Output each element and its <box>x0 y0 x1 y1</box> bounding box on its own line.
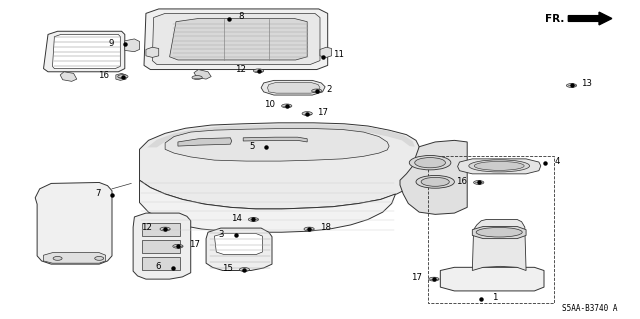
Bar <box>142 240 180 253</box>
Text: 16: 16 <box>456 177 467 186</box>
Polygon shape <box>472 219 526 271</box>
Polygon shape <box>214 234 262 255</box>
Ellipse shape <box>53 256 62 260</box>
Text: S5AA-B3740 A: S5AA-B3740 A <box>562 304 618 313</box>
Text: 18: 18 <box>320 223 331 232</box>
Polygon shape <box>194 70 211 79</box>
Ellipse shape <box>192 76 202 79</box>
Text: 9: 9 <box>109 39 114 48</box>
Text: FR.: FR. <box>545 13 564 24</box>
Ellipse shape <box>469 160 530 172</box>
Text: 17: 17 <box>412 273 422 282</box>
Ellipse shape <box>282 104 292 108</box>
Text: 8: 8 <box>238 12 244 21</box>
Ellipse shape <box>415 158 445 168</box>
Polygon shape <box>400 140 467 214</box>
Polygon shape <box>243 137 307 142</box>
Polygon shape <box>147 124 415 147</box>
Polygon shape <box>140 180 396 232</box>
Bar <box>142 223 180 236</box>
Text: 17: 17 <box>317 108 328 117</box>
Ellipse shape <box>160 227 170 231</box>
Text: 15: 15 <box>222 264 233 273</box>
Text: 3: 3 <box>218 230 224 239</box>
Ellipse shape <box>304 227 314 231</box>
Ellipse shape <box>474 181 484 184</box>
Polygon shape <box>146 47 159 57</box>
Text: 1: 1 <box>492 293 497 302</box>
Polygon shape <box>60 72 77 81</box>
Polygon shape <box>261 80 325 95</box>
Ellipse shape <box>312 89 322 93</box>
Polygon shape <box>125 39 140 52</box>
Text: 4: 4 <box>555 157 561 166</box>
Text: 5: 5 <box>249 142 255 151</box>
Polygon shape <box>52 34 120 69</box>
Polygon shape <box>170 19 307 60</box>
Ellipse shape <box>239 268 250 271</box>
Ellipse shape <box>173 244 183 248</box>
Ellipse shape <box>416 175 454 188</box>
Text: 13: 13 <box>581 79 592 88</box>
Text: 17: 17 <box>189 241 200 249</box>
Polygon shape <box>44 253 106 263</box>
Polygon shape <box>458 159 541 174</box>
Text: 16: 16 <box>98 71 109 80</box>
Ellipse shape <box>302 112 312 115</box>
Polygon shape <box>320 47 332 57</box>
Ellipse shape <box>429 277 439 281</box>
Polygon shape <box>165 129 389 161</box>
Polygon shape <box>152 13 320 64</box>
Text: 11: 11 <box>333 50 344 59</box>
Polygon shape <box>472 226 526 239</box>
Polygon shape <box>440 267 544 291</box>
Text: 12: 12 <box>236 65 246 74</box>
Polygon shape <box>268 82 320 93</box>
Polygon shape <box>44 31 125 72</box>
Ellipse shape <box>248 218 259 221</box>
Polygon shape <box>206 228 272 271</box>
Text: 10: 10 <box>264 100 275 109</box>
Polygon shape <box>116 73 126 80</box>
Ellipse shape <box>476 227 522 237</box>
Text: 12: 12 <box>141 223 152 232</box>
Ellipse shape <box>95 256 104 260</box>
Text: 14: 14 <box>231 214 242 223</box>
Text: 2: 2 <box>326 85 332 94</box>
Bar <box>142 257 180 270</box>
Polygon shape <box>178 138 232 146</box>
Polygon shape <box>133 213 191 279</box>
Polygon shape <box>35 182 112 264</box>
Text: 7: 7 <box>95 189 101 198</box>
FancyArrow shape <box>568 12 612 25</box>
Ellipse shape <box>421 177 449 186</box>
Bar <box>428 156 554 303</box>
Text: 6: 6 <box>156 262 161 271</box>
Ellipse shape <box>410 155 451 170</box>
Polygon shape <box>140 123 419 209</box>
Ellipse shape <box>118 75 128 78</box>
Ellipse shape <box>474 161 524 170</box>
Polygon shape <box>144 9 328 70</box>
Ellipse shape <box>566 84 577 87</box>
Ellipse shape <box>253 69 264 73</box>
